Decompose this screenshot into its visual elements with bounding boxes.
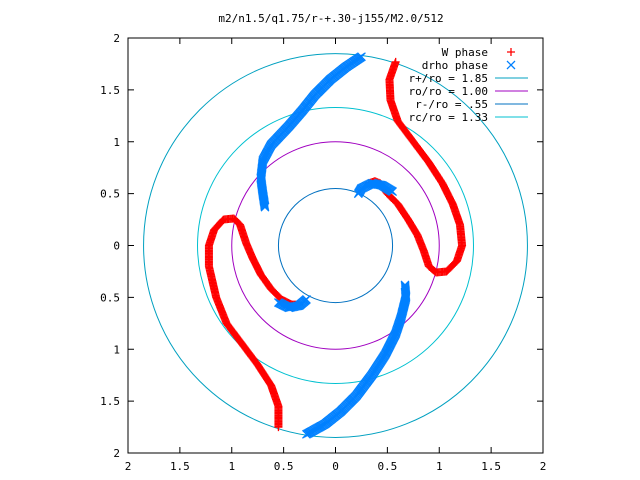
data-point xyxy=(259,198,269,208)
legend-marker xyxy=(507,48,515,56)
legend-label: rc/ro = 1.33 xyxy=(409,111,488,124)
data-point xyxy=(260,201,270,211)
x-tick-label: 2 xyxy=(125,460,132,473)
reference-circles xyxy=(143,53,528,438)
chart-title: m2/n1.5/q1.75/r-+.30-j155/M2.0/512 xyxy=(218,12,443,25)
data-point xyxy=(353,189,363,199)
reference-circle-0 xyxy=(143,53,528,438)
data-point xyxy=(400,282,410,292)
data-point xyxy=(260,202,270,212)
data-series xyxy=(204,52,467,439)
data-point xyxy=(400,281,410,291)
reference-circle-3 xyxy=(197,107,474,384)
x-tick-label: 1.5 xyxy=(170,460,190,473)
y-tick-label: 2 xyxy=(113,32,120,45)
axis-ticks: 2 1.5 1 0.5 0 0.5 1 1.5 221.510.500.511.52 xyxy=(100,32,546,473)
y-tick-label: 1 xyxy=(113,343,120,356)
y-tick-label: 1.5 xyxy=(100,84,120,97)
legend-label: drho phase xyxy=(422,59,488,72)
x-tick-label: 1 xyxy=(436,460,443,473)
legend-marker xyxy=(506,60,516,70)
reference-circle-1 xyxy=(231,141,440,350)
x-tick-label: 1.5 xyxy=(481,460,501,473)
series-0-arm-1 xyxy=(204,214,304,432)
series-1-arm-3 xyxy=(273,294,311,313)
legend-label: ro/ro = 1.00 xyxy=(409,85,488,98)
y-tick-label: 1 xyxy=(113,136,120,149)
series-0-arm-0 xyxy=(364,57,467,277)
legend-label: r-/ro = .55 xyxy=(415,98,488,111)
series-1-arm-0 xyxy=(256,52,366,212)
y-tick-label: 0 xyxy=(113,240,120,253)
series-1-arm-2 xyxy=(353,178,398,199)
legend-label: W phase xyxy=(442,46,488,59)
legend-label: r+/ro = 1.85 xyxy=(409,72,488,85)
y-tick-label: 0.5 xyxy=(100,291,120,304)
data-point xyxy=(260,200,270,210)
x-tick-label: 0 xyxy=(332,460,339,473)
x-tick-label: 2 xyxy=(540,460,547,473)
series-1-arm-1 xyxy=(301,280,411,439)
reference-circle-2 xyxy=(277,187,394,304)
x-tick-label: 0.5 xyxy=(377,460,397,473)
data-point xyxy=(400,284,410,294)
data-point xyxy=(400,280,410,290)
x-tick-label: 0.5 xyxy=(274,460,294,473)
y-tick-label: 0.5 xyxy=(100,188,120,201)
y-tick-label: 2 xyxy=(113,447,120,460)
y-tick-label: 1.5 xyxy=(100,395,120,408)
x-tick-label: 1 xyxy=(228,460,235,473)
data-point xyxy=(301,294,311,304)
